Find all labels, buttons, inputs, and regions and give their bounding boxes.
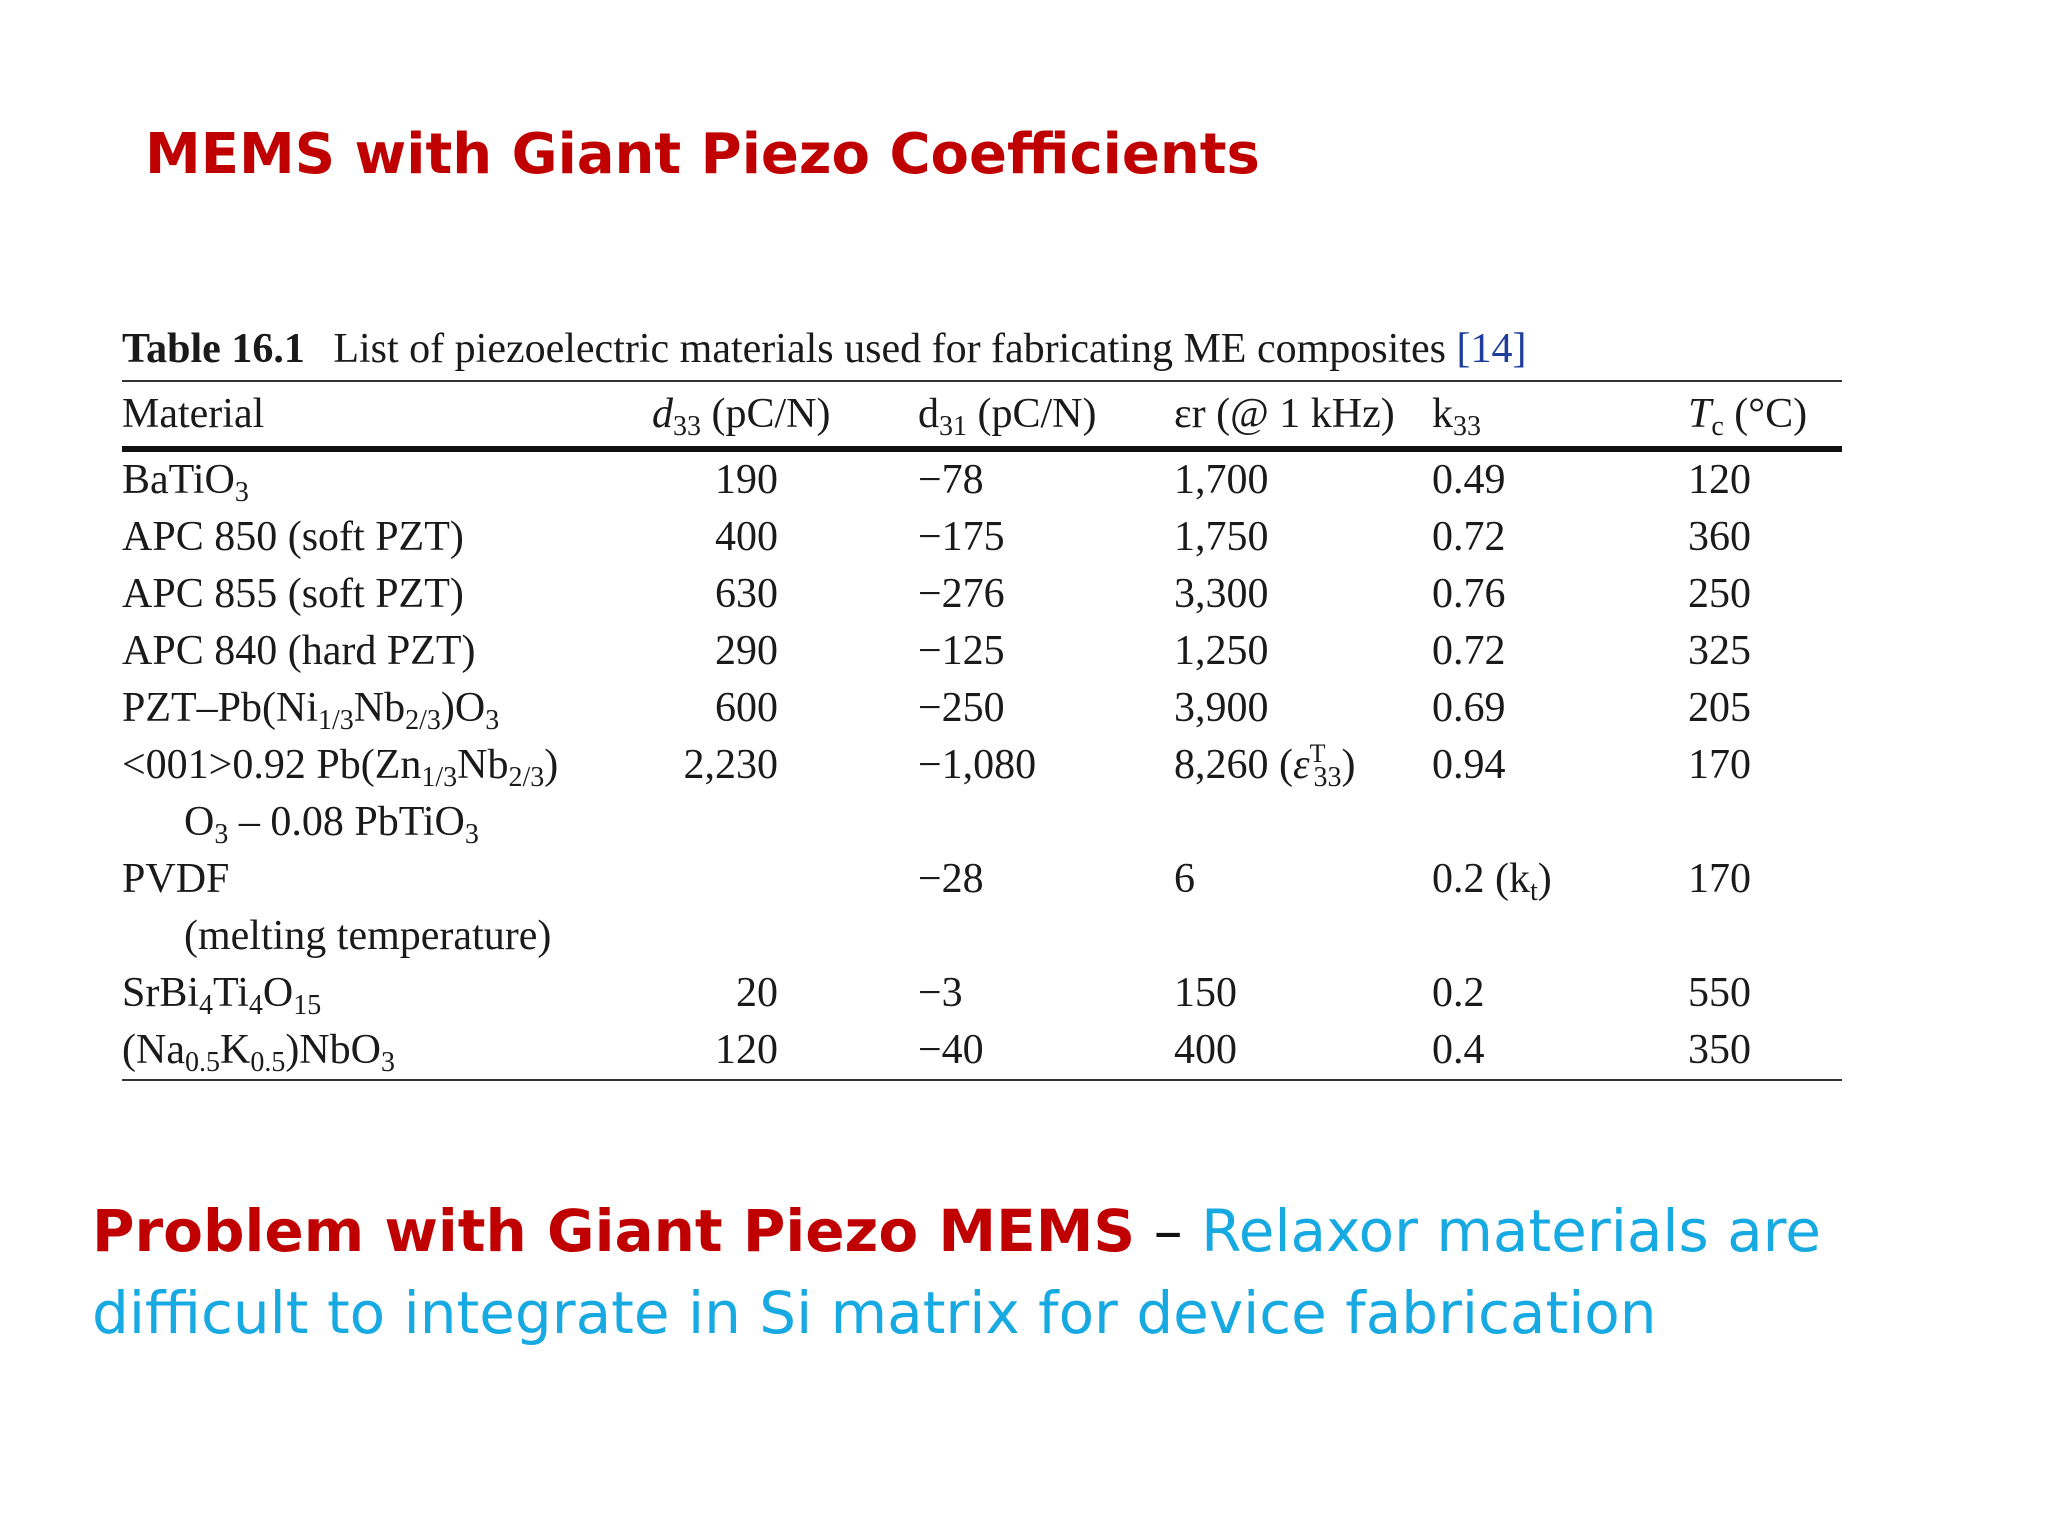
cell-tc: 170: [1688, 742, 1751, 788]
cell-k33: 0.2: [1432, 970, 1485, 1016]
cell-er: 1,700: [1174, 457, 1269, 503]
cell-empty: [1688, 908, 1842, 965]
problem-text: Relaxor materials are difficult to integ…: [92, 1197, 1821, 1347]
piezo-materials-table: Material d33 (pC/N) d31 (pC/N) εr (@ 1 k…: [122, 380, 1842, 1081]
cell-material: PZT–Pb(Ni1/3Nb2/3)O3: [122, 685, 500, 736]
cell-tc: 360: [1688, 514, 1751, 560]
table-row: <001>0.92 Pb(Zn1/3Nb2/3) 2,230 −1,080 8,260…: [122, 737, 1842, 794]
cell-empty: [652, 908, 918, 965]
cell-d31: −40: [918, 1027, 984, 1073]
cell-empty: [918, 794, 1174, 851]
cell-er: 150: [1174, 970, 1237, 1016]
cell-material: APC 855 (soft PZT): [122, 571, 464, 617]
cell-k33: 0.72: [1432, 628, 1506, 674]
header-tc: Tc (°C): [1688, 391, 1808, 442]
cell-d31: −1,080: [918, 742, 1037, 788]
cell-tc: 205: [1688, 685, 1751, 731]
cell-material: (Na0.5K0.5)NbO3: [122, 1027, 395, 1078]
header-er: εr (@ 1 kHz): [1174, 391, 1395, 437]
cell-tc: 170: [1688, 856, 1751, 902]
cell-empty: [1174, 908, 1432, 965]
problem-statement: Problem with Giant Piezo MEMS – Relaxor …: [92, 1190, 1972, 1354]
cell-d31: −276: [918, 571, 1005, 617]
cell-empty: [652, 794, 918, 851]
cell-d33: [652, 851, 918, 908]
cell-empty: [1174, 794, 1432, 851]
cell-empty: [1432, 794, 1688, 851]
cell-d33: 190: [715, 457, 778, 503]
cell-material: APC 850 (soft PZT): [122, 514, 464, 560]
cell-d31: −28: [918, 856, 984, 902]
cell-d33: 20: [736, 970, 778, 1016]
header-k33: k33: [1432, 391, 1481, 442]
cell-d31: −78: [918, 457, 984, 503]
cell-k33: 0.49: [1432, 457, 1506, 503]
problem-label: Problem with Giant Piezo MEMS: [92, 1197, 1136, 1265]
table-caption: Table 16.1 List of piezoelectric materia…: [122, 318, 1842, 380]
header-d33: d33 (pC/N): [652, 391, 831, 442]
cell-er: 8,260 (εT33): [1174, 739, 1356, 793]
table-row: SrBi4Ti4O15 20 −3 150 0.2 550: [122, 965, 1842, 1022]
cell-d31: −3: [918, 970, 963, 1016]
cell-k33: 0.69: [1432, 685, 1506, 731]
cell-material-continued: (melting temperature): [184, 913, 552, 959]
cell-d31: −175: [918, 514, 1005, 560]
table-row-continuation: (melting temperature): [122, 908, 1842, 965]
table-caption-text: List of piezoelectric materials used for…: [333, 326, 1446, 372]
cell-k33: 0.72: [1432, 514, 1506, 560]
cell-material: SrBi4Ti4O15: [122, 970, 322, 1021]
cell-k33: 0.2 (kt): [1432, 856, 1552, 907]
cell-d33: 2,230: [683, 742, 779, 788]
cell-material: APC 840 (hard PZT): [122, 628, 476, 674]
cell-tc: 250: [1688, 571, 1751, 617]
table-header-row: Material d33 (pC/N) d31 (pC/N) εr (@ 1 k…: [122, 381, 1842, 449]
cell-material: BaTiO3: [122, 457, 249, 508]
cell-d31: −125: [918, 628, 1005, 674]
materials-table-block: Table 16.1 List of piezoelectric materia…: [122, 318, 1842, 1081]
table-row: APC 840 (hard PZT) 290 −125 1,250 0.72 325: [122, 623, 1842, 680]
table-row-continuation: O3 – 0.08 PbTiO3: [122, 794, 1842, 851]
table-row: APC 850 (soft PZT) 400 −175 1,750 0.72 360: [122, 509, 1842, 566]
cell-k33: 0.94: [1432, 742, 1506, 788]
table-row: BaTiO3 190 −78 1,700 0.49 120: [122, 449, 1842, 509]
cell-tc: 120: [1688, 457, 1751, 503]
table-caption-label: Table 16.1: [122, 326, 305, 372]
cell-d31: −250: [918, 685, 1005, 731]
cell-er: 1,250: [1174, 628, 1269, 674]
cell-d33: 290: [715, 628, 778, 674]
slide-title: MEMS with Giant Piezo Coefficients: [145, 122, 1260, 187]
cell-er: 1,750: [1174, 514, 1269, 560]
table-row: APC 855 (soft PZT) 630 −276 3,300 0.76 250: [122, 566, 1842, 623]
cell-er: 400: [1174, 1027, 1237, 1073]
cell-er: 6: [1174, 856, 1195, 902]
cell-material: <001>0.92 Pb(Zn1/3Nb2/3): [122, 742, 559, 793]
cell-tc: 550: [1688, 970, 1751, 1016]
cell-k33: 0.4: [1432, 1027, 1485, 1073]
header-material: Material: [122, 391, 265, 437]
cell-tc: 325: [1688, 628, 1751, 674]
cell-empty: [918, 908, 1174, 965]
cell-empty: [1688, 794, 1842, 851]
problem-dash: –: [1153, 1197, 1183, 1265]
cell-tc: 350: [1688, 1027, 1751, 1073]
table-row: PZT–Pb(Ni1/3Nb2/3)O3 600 −250 3,900 0.69 205: [122, 680, 1842, 737]
cell-er: 3,900: [1174, 685, 1269, 731]
cell-d33: 600: [715, 685, 778, 731]
cell-k33: 0.76: [1432, 571, 1506, 617]
cell-d33: 120: [715, 1027, 778, 1073]
cell-er: 3,300: [1174, 571, 1269, 617]
table-row: PVDF −28 6 0.2 (kt) 170: [122, 851, 1842, 908]
cell-empty: [1432, 908, 1688, 965]
cell-d33: 630: [715, 571, 778, 617]
cell-d33: 400: [715, 514, 778, 560]
table-row: (Na0.5K0.5)NbO3 120 −40 400 0.4 350: [122, 1022, 1842, 1080]
table-caption-ref[interactable]: [14]: [1456, 326, 1527, 372]
cell-material: PVDF: [122, 856, 230, 902]
cell-material-continued: O3 – 0.08 PbTiO3: [184, 799, 479, 850]
header-d31: d31 (pC/N): [918, 391, 1097, 442]
